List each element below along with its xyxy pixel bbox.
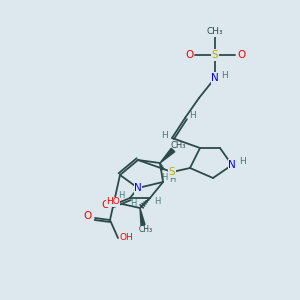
Text: CH₃: CH₃ bbox=[139, 226, 153, 235]
Polygon shape bbox=[140, 208, 145, 225]
Text: O: O bbox=[101, 200, 109, 210]
Text: HO: HO bbox=[106, 197, 120, 206]
Text: N: N bbox=[228, 160, 236, 170]
Text: O: O bbox=[185, 50, 193, 60]
Text: H: H bbox=[190, 112, 196, 121]
Text: S: S bbox=[212, 50, 218, 60]
Text: H: H bbox=[169, 176, 175, 184]
Text: N: N bbox=[134, 183, 142, 193]
Text: H: H bbox=[160, 131, 167, 140]
Text: O: O bbox=[84, 211, 92, 221]
Text: H: H bbox=[161, 172, 167, 182]
Text: H: H bbox=[222, 71, 228, 80]
Text: H: H bbox=[118, 191, 124, 200]
Text: H: H bbox=[130, 199, 136, 208]
Text: O: O bbox=[237, 50, 245, 60]
Text: N: N bbox=[211, 73, 219, 83]
Text: S: S bbox=[169, 167, 175, 177]
Text: H: H bbox=[154, 196, 160, 206]
Polygon shape bbox=[160, 148, 175, 163]
Text: OH: OH bbox=[119, 233, 133, 242]
Text: CH₃: CH₃ bbox=[170, 142, 186, 151]
Text: CH₃: CH₃ bbox=[207, 28, 223, 37]
Text: H: H bbox=[240, 158, 246, 166]
